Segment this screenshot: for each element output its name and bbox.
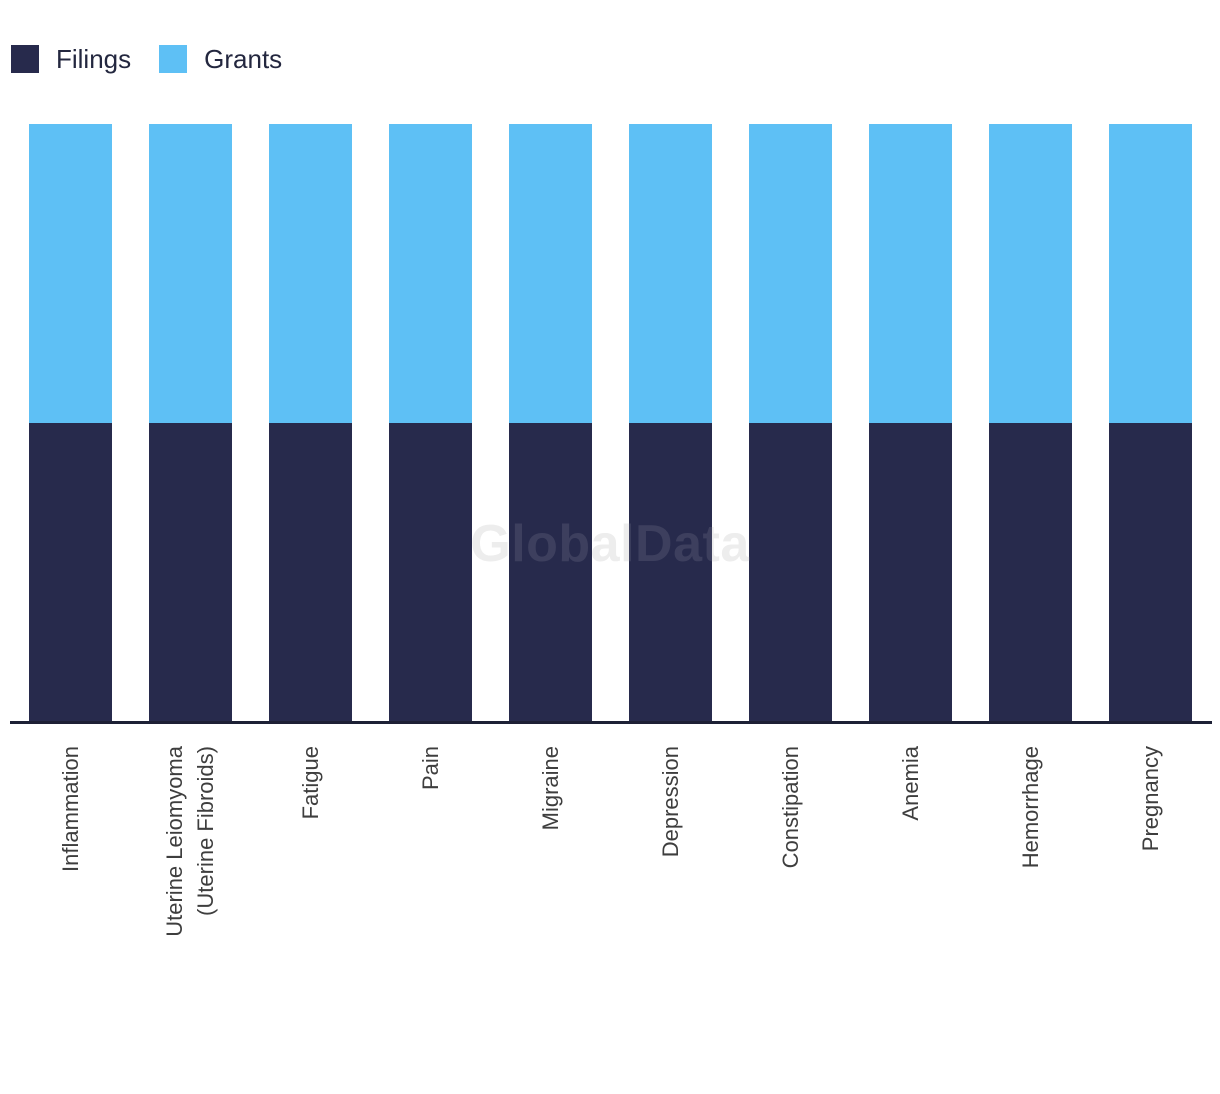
x-axis-label-pregnancy: Pregnancy [1137, 746, 1163, 852]
bar-segment-grants-depression[interactable] [628, 124, 712, 423]
bar-inflammation [28, 124, 112, 722]
bar-segment-filings-uterine-leiomyoma-uterine-fibroids[interactable] [148, 423, 232, 722]
bar-segment-filings-pregnancy[interactable] [1108, 423, 1192, 722]
filings-swatch-icon [11, 45, 39, 73]
x-axis-label-depression: Depression [657, 746, 683, 858]
bar-slot-pain [370, 124, 490, 722]
bar-slot-hemorrhage [970, 124, 1090, 722]
x-axis-label-inflammation: Inflammation [57, 746, 83, 872]
bar-slot-anemia [850, 124, 970, 722]
x-axis-label-uterine-leiomyoma-uterine-fibroids: Uterine Leiomyoma (Uterine Fibroids) [162, 746, 218, 937]
bar-segment-grants-pain[interactable] [388, 124, 472, 423]
bar-pregnancy [1108, 124, 1192, 722]
legend-label-grants: Grants [204, 44, 283, 74]
legend-item-filings[interactable]: Filings [11, 45, 131, 73]
bar-migraine [508, 124, 592, 722]
bar-segment-filings-depression[interactable] [628, 423, 712, 722]
bar-slot-pregnancy [1090, 124, 1210, 722]
bar-hemorrhage [988, 124, 1072, 722]
bar-depression [628, 124, 712, 722]
x-axis-label-fatigue: Fatigue [297, 746, 323, 820]
grants-swatch-icon [159, 45, 188, 73]
bar-slot-uterine-leiomyoma-uterine-fibroids [130, 124, 250, 722]
bar-segment-grants-anemia[interactable] [868, 124, 952, 423]
bar-segment-filings-pain[interactable] [388, 423, 472, 722]
x-axis-line [10, 721, 1212, 724]
bar-segment-filings-inflammation[interactable] [28, 423, 112, 722]
bar-segment-grants-migraine[interactable] [508, 124, 592, 423]
bar-segment-grants-constipation[interactable] [748, 124, 832, 423]
bar-slot-constipation [730, 124, 850, 722]
bar-fatigue [268, 124, 352, 722]
x-axis-label-hemorrhage: Hemorrhage [1017, 746, 1043, 869]
bar-segment-filings-constipation[interactable] [748, 423, 832, 722]
bar-segment-filings-anemia[interactable] [868, 423, 952, 722]
bar-segment-grants-inflammation[interactable] [28, 124, 112, 423]
bar-segment-grants-fatigue[interactable] [268, 124, 352, 423]
bar-segment-filings-fatigue[interactable] [268, 423, 352, 722]
x-axis-label-migraine: Migraine [537, 746, 563, 831]
bar-slot-inflammation [10, 124, 130, 722]
bar-slot-depression [610, 124, 730, 722]
x-axis-label-constipation: Constipation [777, 746, 803, 869]
bar-slot-migraine [490, 124, 610, 722]
bar-pain [388, 124, 472, 722]
bar-segment-filings-migraine[interactable] [508, 423, 592, 722]
bar-segment-grants-uterine-leiomyoma-uterine-fibroids[interactable] [148, 124, 232, 423]
x-axis-label-pain: Pain [417, 746, 443, 791]
bar-uterine-leiomyoma-uterine-fibroids [148, 124, 232, 722]
bar-constipation [748, 124, 832, 722]
bar-anemia [868, 124, 952, 722]
legend-label-filings: Filings [56, 44, 132, 74]
x-axis-label-anemia: Anemia [897, 746, 923, 821]
bar-segment-filings-hemorrhage[interactable] [988, 423, 1072, 722]
bar-segment-grants-pregnancy[interactable] [1108, 124, 1192, 423]
legend-item-grants[interactable]: Grants [159, 45, 282, 73]
legend: Filings Grants [11, 45, 282, 73]
bar-segment-grants-hemorrhage[interactable] [988, 124, 1072, 423]
bar-slot-fatigue [250, 124, 370, 722]
